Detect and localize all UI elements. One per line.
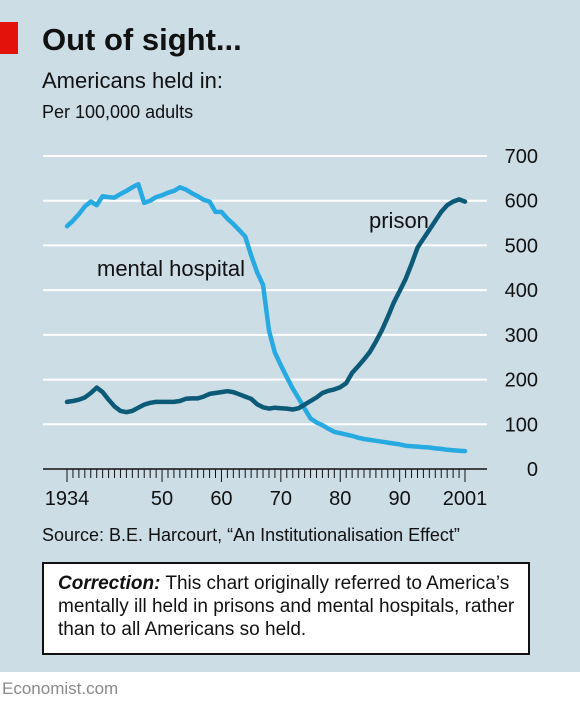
red-accent-bar <box>0 22 18 54</box>
series-label-mental-hospital: mental hospital <box>97 256 245 281</box>
y-tick-label: 500 <box>505 235 538 257</box>
x-tick-label: 80 <box>329 488 351 510</box>
source-note: Source: B.E. Harcourt, “An Institutional… <box>42 525 460 545</box>
y-tick-label: 400 <box>505 280 538 302</box>
x-tick-label: 90 <box>389 488 411 510</box>
chart-subtitle: Americans held in: <box>42 68 223 93</box>
series-annotations: mental hospital prison <box>97 208 429 281</box>
y-tick-label: 200 <box>505 370 538 392</box>
series-label-prison: prison <box>369 208 429 233</box>
y-tick-label: 300 <box>505 325 538 347</box>
line-chart: 0 100 200 300 400 500 600 700 1934 50 60 70 80 90 200… <box>43 146 538 510</box>
x-tick-label: 2001 <box>443 488 488 510</box>
correction-box: Correction: This chart originally referr… <box>42 562 530 655</box>
x-tick-label: 60 <box>210 488 232 510</box>
series-line-prison <box>64 197 468 415</box>
series-lines <box>64 181 468 454</box>
y-tick-label: 600 <box>505 191 538 213</box>
chart-unit: Per 100,000 adults <box>42 102 194 122</box>
correction-label: Correction: <box>58 573 161 594</box>
correction-text: This chart originally referred to Americ… <box>58 573 515 640</box>
y-tick-label: 0 <box>527 459 538 481</box>
gridlines <box>43 155 487 426</box>
x-tick-label: 1934 <box>45 488 90 510</box>
x-axis-labels: 1934 50 60 70 80 90 2001 <box>45 488 488 510</box>
y-tick-label: 100 <box>505 414 538 436</box>
x-tick-label: 70 <box>270 488 292 510</box>
chart-panel <box>0 0 580 672</box>
y-axis-labels: 0 100 200 300 400 500 600 700 <box>505 146 538 481</box>
x-axis <box>43 468 487 482</box>
series-line-mental-hospital <box>64 181 468 454</box>
chart-title: Out of sight... <box>42 22 242 57</box>
footer-credit: Economist.com <box>2 679 119 698</box>
x-tick-label: 50 <box>151 488 173 510</box>
y-tick-label: 700 <box>505 146 538 168</box>
